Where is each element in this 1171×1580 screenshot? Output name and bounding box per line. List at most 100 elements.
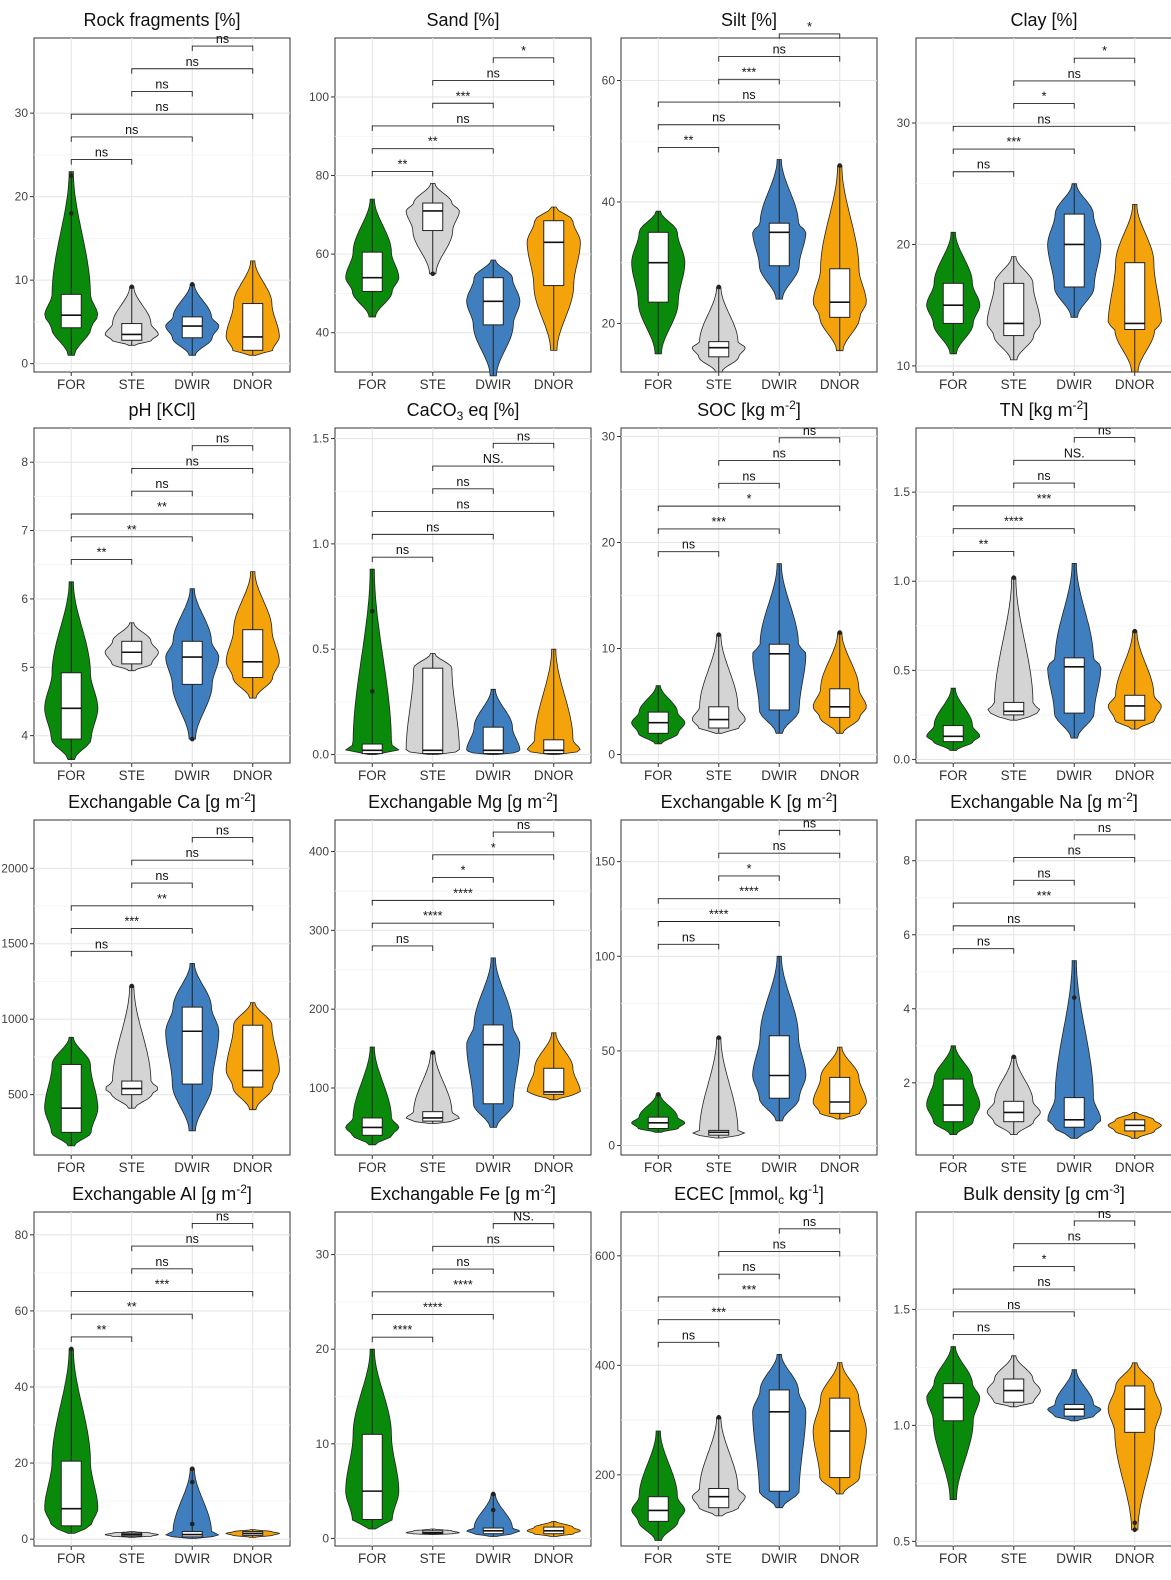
significance-bracket: ns [1013,844,1136,863]
x-tick-label: STE [706,1160,732,1175]
significance-bracket: ns [131,1255,193,1274]
x-tick-label: FOR [358,768,387,783]
y-tick-label: 10 [316,1437,330,1451]
significance-bracket: **** [371,909,494,929]
significance-label: * [1042,1252,1047,1266]
box-ste [422,667,444,755]
x-tick-label: STE [1001,1160,1027,1175]
bracket-line [1073,834,1136,840]
significance-bracket: ns [718,839,841,859]
x-tick-label: DNOR [1115,377,1155,392]
significance-label: ns [186,846,199,860]
y-tick-label: 8 [903,854,910,868]
significance-label: ns [1037,866,1050,880]
significance-label: ns [95,146,108,160]
bracket-line [70,559,133,565]
bracket-line [70,1313,193,1320]
box-for [942,1078,964,1123]
panel-title: Exchangable Ca [g m-2] [68,790,256,812]
significance-label: ns [742,88,755,102]
significance-label: ns [396,543,409,557]
significance-bracket: *** [952,492,1136,511]
significance-bracket: ns [1073,424,1136,443]
significance-label: **** [709,907,729,921]
bracket-line [1013,482,1075,489]
panel-14: 200 400 600 FOR STE DWIR DNOR ns *** *** ns ns ns ECE… [595,1182,878,1566]
bracket-line [657,505,841,512]
significance-bracket: ** [70,892,254,911]
significance-bracket: ns [952,1275,1136,1295]
significance-bracket: ns [191,823,254,843]
significance-bracket: ns [952,935,1015,954]
bracket-line [1013,1243,1136,1249]
significance-label: ns [426,520,439,534]
box-for [361,743,383,755]
x-tick-label: DNOR [1115,1160,1155,1175]
significance-bracket: ns [657,88,841,108]
outlier-point [68,1346,74,1352]
significance-label: ns [456,112,469,126]
y-tick-label: 20 [897,237,911,251]
bracket-line [131,91,193,97]
significance-bracket: ** [371,135,494,154]
x-tick-label: FOR [939,1551,968,1566]
box-for [647,1496,669,1522]
significance-bracket: ns [778,816,841,836]
significance-label: ns [1068,1230,1081,1244]
outlier-point [369,609,375,614]
y-tick-label: 4 [903,1002,910,1016]
panel-title: Bulk density [g cm-3] [963,1182,1125,1204]
significance-label: ** [157,892,167,906]
significance-bracket: ** [70,1300,193,1320]
significance-label: **** [1004,515,1024,529]
bracket-line [70,159,133,165]
significance-bracket: ns [131,77,193,97]
significance-label: ns [155,1255,168,1269]
significance-label: * [807,20,812,34]
y-tick-label: 1.0 [312,537,329,551]
significance-label: ns [742,1260,755,1274]
bracket-line [70,950,133,957]
y-tick-label: 2 [903,1076,910,1090]
y-tick-label: 100 [595,949,615,963]
significance-bracket: ns [1073,1207,1136,1226]
significance-label: *** [1037,492,1052,506]
bracket-line [657,551,720,557]
box-dwir [482,1024,504,1105]
significance-bracket: NS. [1013,446,1136,466]
x-tick-label: FOR [939,1160,968,1175]
box-ste [1003,282,1025,337]
y-tick-label: 20 [15,190,29,204]
outlier-point [430,1050,436,1055]
bracket-line [131,468,254,474]
outlier-point [655,1092,661,1097]
bracket-line [131,1268,193,1274]
y-tick-label: 0.0 [312,748,329,762]
box-dnor [242,1024,264,1088]
significance-label: ns [773,1238,786,1252]
y-tick-label: 40 [15,1380,29,1394]
bracket-line [131,490,193,497]
significance-bracket: ns [952,112,1136,132]
x-tick-label: STE [1001,768,1027,783]
significance-label: ns [216,432,229,446]
box-dnor [543,1067,565,1095]
bracket-line [371,556,434,563]
significance-bracket: * [432,841,555,860]
bracket-line [952,902,1136,909]
bracket-line [70,113,254,120]
significance-bracket: *** [432,89,494,109]
box-dnor [543,739,565,755]
bracket-line [952,550,1015,557]
box-for [60,293,82,329]
significance-bracket: *** [952,889,1136,909]
significance-label: * [521,44,526,58]
significance-label: **** [453,1278,473,1292]
bracket-line [718,78,780,85]
y-tick-label: 20 [602,535,616,549]
y-tick-label: 10 [15,273,29,287]
significance-label: ns [1037,469,1050,483]
significance-bracket: **** [657,907,780,927]
box-ste [708,1488,730,1509]
bracket-line [1073,57,1136,64]
